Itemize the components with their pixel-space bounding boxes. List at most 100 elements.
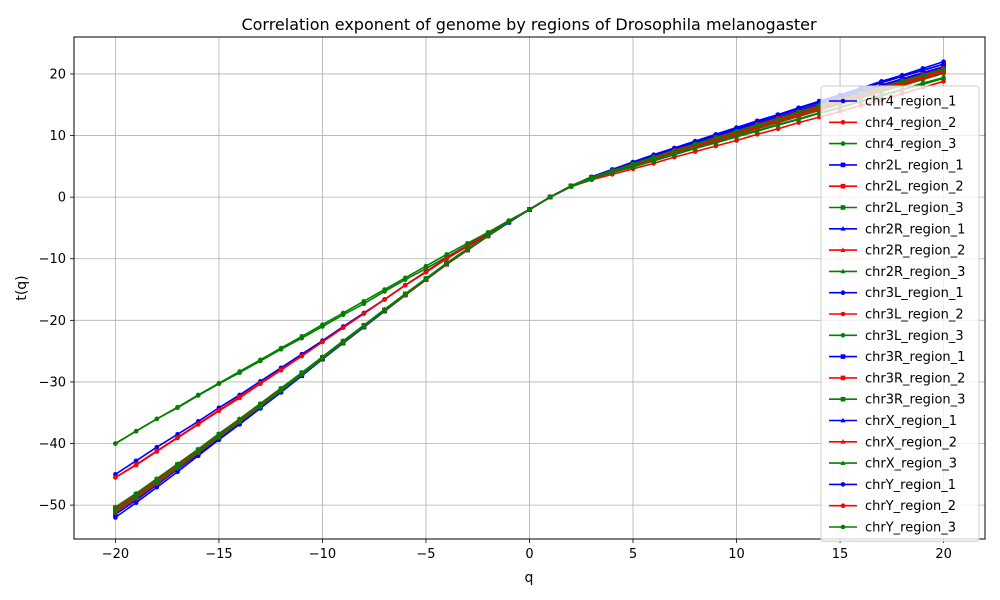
- legend-label: chrX_region_2: [865, 435, 957, 450]
- legend-entry: chr3L_region_1: [829, 286, 964, 301]
- x-tick-label: −15: [205, 547, 232, 562]
- legend-marker: [840, 183, 846, 189]
- data-point: [920, 66, 926, 71]
- data-point: [713, 143, 719, 149]
- data-point: [671, 151, 677, 157]
- data-point: [195, 449, 201, 455]
- data-point: [361, 311, 367, 316]
- data-point: [547, 194, 553, 200]
- y-tick-label: 0: [58, 191, 66, 206]
- data-point: [754, 128, 760, 134]
- series-layer: [112, 59, 947, 520]
- data-point: [568, 183, 574, 189]
- y-tick-label: −30: [39, 375, 66, 390]
- legend-entry: chr3R_region_2: [829, 371, 965, 386]
- data-point: [154, 484, 160, 490]
- legend-label: chr3L_region_3: [865, 329, 964, 344]
- data-point: [796, 105, 801, 111]
- data-point: [610, 168, 615, 173]
- legend-marker: [840, 503, 846, 509]
- data-point: [734, 128, 739, 134]
- x-tick-label: 15: [832, 547, 849, 562]
- data-point: [133, 500, 139, 505]
- chart-title: Correlation exponent of genome by region…: [241, 15, 817, 34]
- legend-entry: chr3R_region_1: [829, 350, 965, 365]
- data-point: [278, 367, 284, 372]
- data-point: [133, 494, 139, 500]
- legend-box: [820, 85, 980, 542]
- legend-marker: [840, 439, 846, 444]
- legend-entry: chr2R_region_1: [829, 222, 965, 237]
- legend-entry: chr3L_region_3: [829, 329, 964, 344]
- data-point: [506, 219, 512, 225]
- data-point: [382, 287, 387, 292]
- data-point: [299, 334, 305, 339]
- legend-marker: [840, 524, 846, 530]
- legend-entry: chrX_region_2: [829, 435, 957, 450]
- legend-marker: [840, 375, 846, 381]
- data-point: [175, 465, 180, 470]
- data-point: [340, 310, 346, 316]
- data-point: [941, 59, 946, 64]
- legend-label: chr3R_region_1: [865, 350, 965, 365]
- data-point: [423, 263, 429, 269]
- legend-entry: chr2R_region_3: [829, 265, 965, 280]
- data-point: [299, 353, 305, 359]
- data-point: [113, 515, 118, 520]
- legend-marker: [840, 98, 846, 104]
- legend-label: chrX_region_1: [865, 414, 957, 429]
- data-point: [734, 134, 740, 139]
- data-point: [796, 109, 801, 115]
- legend-entry: chr2R_region_2: [829, 244, 965, 259]
- data-point: [796, 120, 801, 125]
- data-point: [775, 126, 781, 132]
- legend-entry: chr4_region_2: [829, 116, 956, 131]
- data-point: [734, 138, 739, 143]
- data-point: [133, 462, 139, 467]
- legend-marker: [840, 268, 846, 274]
- y-tick-label: 10: [49, 129, 66, 144]
- legend-label: chrX_region_3: [865, 457, 957, 472]
- legend-label: chrY_region_3: [865, 521, 956, 536]
- data-point: [754, 132, 760, 137]
- legend-entry: chr2L_region_1: [829, 158, 964, 173]
- data-point: [113, 475, 118, 480]
- data-point: [237, 394, 242, 400]
- data-point: [465, 241, 470, 246]
- y-axis-label: t(q): [14, 275, 30, 300]
- data-point: [796, 116, 802, 122]
- data-point: [920, 81, 926, 87]
- y-tick-label: −40: [39, 437, 66, 452]
- data-point: [195, 421, 201, 427]
- data-point: [216, 407, 222, 413]
- y-tick-label: −20: [39, 314, 66, 329]
- x-axis-label: q: [525, 570, 534, 586]
- data-point: [630, 161, 636, 167]
- legend-label: chr2R_region_3: [865, 265, 965, 280]
- data-point: [775, 112, 781, 117]
- data-point: [113, 441, 118, 446]
- data-point: [444, 261, 449, 266]
- data-point: [175, 435, 180, 440]
- legend-marker: [840, 396, 846, 402]
- data-point: [899, 79, 905, 84]
- data-point: [941, 75, 947, 81]
- data-point: [154, 480, 160, 485]
- data-point: [258, 357, 263, 363]
- legend-entry: chr3R_region_3: [829, 393, 965, 408]
- data-point: [361, 324, 367, 329]
- legend-marker: [840, 162, 846, 168]
- data-point: [444, 255, 449, 261]
- legend-entry: chrY_region_2: [829, 499, 956, 514]
- legend-label: chr3R_region_3: [865, 393, 965, 408]
- legend-marker: [840, 290, 846, 296]
- x-tick-label: −5: [416, 547, 435, 562]
- data-point: [713, 135, 719, 141]
- legend-entry: chrX_region_3: [829, 457, 957, 472]
- data-point: [444, 252, 449, 257]
- legend-entry: chrX_region_1: [829, 414, 957, 429]
- data-point: [154, 444, 160, 450]
- data-point: [278, 388, 284, 393]
- data-point: [216, 380, 222, 386]
